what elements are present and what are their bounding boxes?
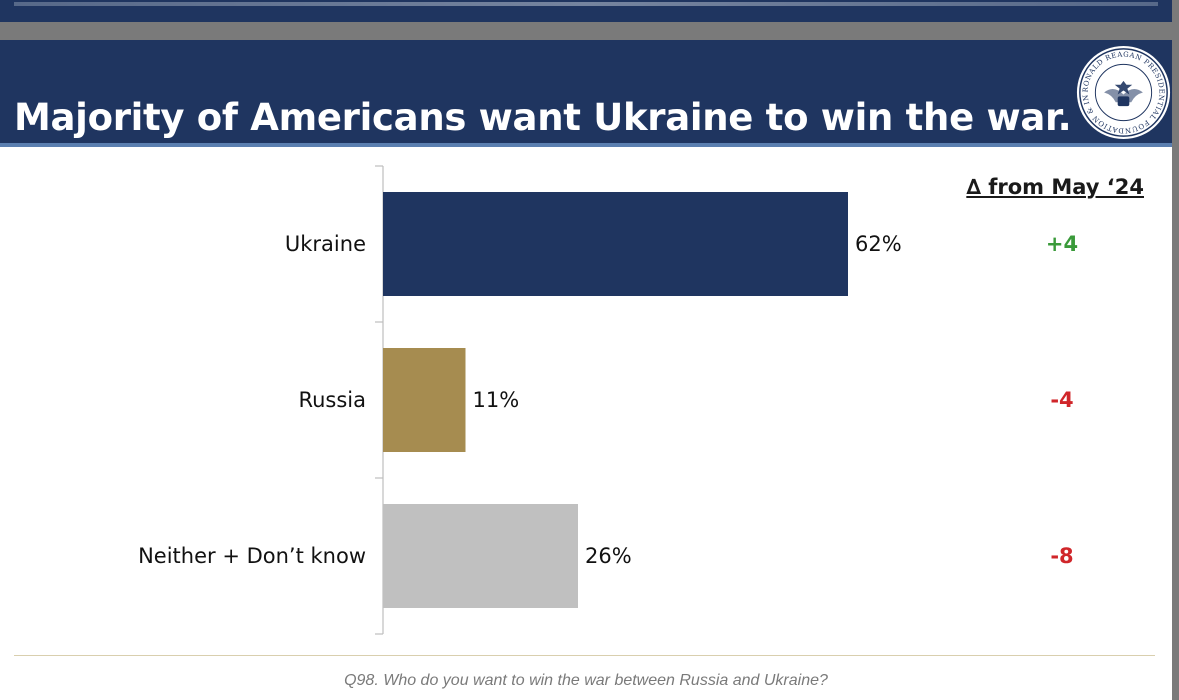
bar-2	[383, 504, 578, 608]
value-label: 62%	[855, 232, 902, 256]
title-rule	[0, 143, 1172, 147]
question-footnote: Q98. Who do you want to win the war betw…	[344, 672, 828, 689]
delta-value: +4	[1046, 232, 1078, 256]
bar-1	[383, 348, 466, 452]
value-label: 11%	[473, 388, 520, 412]
delta-value: -4	[1050, 388, 1073, 412]
slide-title: Majority of Americans want Ukraine to wi…	[14, 96, 1072, 139]
category-label: Russia	[298, 388, 366, 412]
footer-rule	[14, 655, 1155, 656]
bar-chart: Ukraine 62% +4 Russia 11% -4 Neither + Don’t k…	[138, 165, 1078, 635]
delta-header: ∆ from May ‘24	[966, 175, 1144, 199]
reagan-foundation-seal: RONALD REAGAN PRESIDENTIAL FOUNDATION & …	[1075, 44, 1171, 140]
top-banner-strip	[0, 0, 1172, 22]
category-label: Ukraine	[285, 232, 366, 256]
bar-0	[383, 192, 848, 296]
category-label: Neither + Don’t know	[138, 544, 366, 568]
slide: Majority of Americans want Ukraine to wi…	[0, 40, 1172, 700]
title-band	[0, 40, 1172, 143]
value-label: 26%	[585, 544, 632, 568]
delta-value: -8	[1050, 544, 1073, 568]
